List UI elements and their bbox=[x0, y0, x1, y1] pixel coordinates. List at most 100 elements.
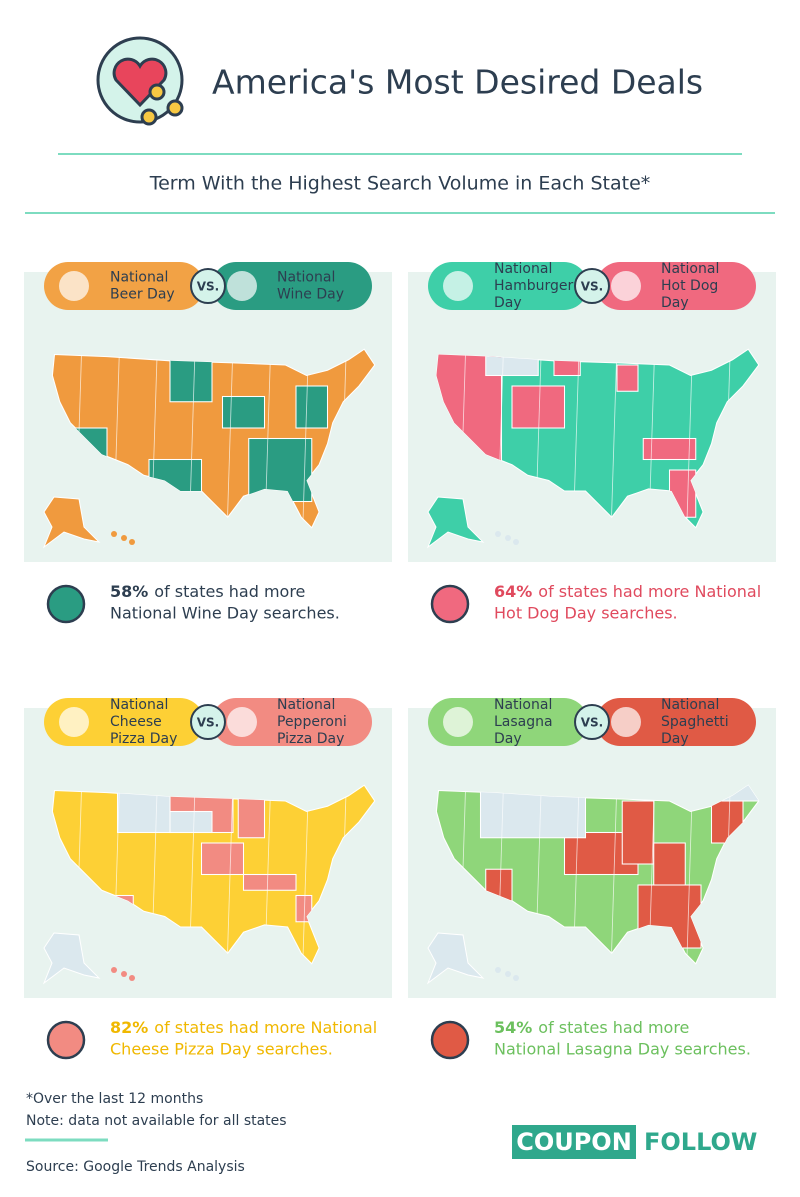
state-region bbox=[621, 800, 655, 865]
hawaii bbox=[111, 531, 117, 537]
stat-text: of states had more bbox=[154, 582, 305, 601]
state-region bbox=[295, 385, 329, 429]
map bbox=[435, 784, 760, 965]
state-region bbox=[169, 810, 213, 834]
vs-label: VS. bbox=[581, 716, 604, 730]
vs-badge bbox=[574, 704, 610, 740]
stat-text: of states had more bbox=[538, 1018, 689, 1037]
footnote: Note: data not available for all states bbox=[26, 1113, 287, 1129]
pill-icon bbox=[443, 271, 473, 301]
state-border bbox=[610, 349, 618, 528]
state-region bbox=[511, 385, 566, 429]
state-border bbox=[685, 785, 694, 964]
state-region bbox=[642, 437, 697, 461]
icon-shape bbox=[430, 584, 470, 624]
title: America's Most Desired Deals bbox=[212, 63, 703, 102]
header-icon bbox=[96, 36, 184, 126]
pill-left bbox=[428, 262, 588, 310]
pill-label: National bbox=[277, 697, 335, 713]
pill-label: National bbox=[110, 697, 168, 713]
pill-icon bbox=[227, 707, 257, 737]
hawaii bbox=[505, 535, 511, 541]
pill-label: National bbox=[494, 697, 552, 713]
state-region bbox=[242, 873, 297, 891]
alaska bbox=[426, 496, 485, 549]
pill-label: Pizza Day bbox=[277, 731, 344, 747]
stat-text: of states had more National bbox=[154, 1018, 377, 1037]
footnote: *Over the last 12 months bbox=[26, 1091, 203, 1107]
pill-label: Day bbox=[661, 295, 689, 311]
stat-percent: 58% bbox=[110, 582, 148, 601]
pill-label: National bbox=[661, 697, 719, 713]
hawaii bbox=[121, 535, 127, 541]
pill-label: Pizza Day bbox=[110, 731, 177, 747]
vs-label: VS. bbox=[197, 280, 220, 294]
stat-line: Hot Dog Day searches. bbox=[494, 604, 678, 623]
hawaii bbox=[513, 539, 519, 545]
pill-label: Day bbox=[494, 295, 522, 311]
hawaii bbox=[495, 967, 501, 973]
pill-label: Pepperoni bbox=[277, 714, 347, 730]
logo-right: FOLLOW bbox=[644, 1128, 757, 1156]
pill-icon bbox=[59, 707, 89, 737]
pill-label: Wine Day bbox=[277, 287, 344, 303]
pill-label: National bbox=[277, 270, 335, 286]
state-border bbox=[685, 349, 694, 528]
pill-label: Cheese bbox=[110, 714, 162, 730]
pill-label: Spaghetti bbox=[661, 714, 729, 730]
panel: NationalLasagnaDayNationalSpaghettiDayVS… bbox=[408, 697, 776, 998]
pill-icon bbox=[59, 271, 89, 301]
hawaii bbox=[121, 971, 127, 977]
state-region bbox=[200, 842, 245, 876]
alaska bbox=[42, 496, 101, 549]
logo-box bbox=[512, 1125, 636, 1159]
vs-label: VS. bbox=[581, 280, 604, 294]
hawaii bbox=[129, 975, 135, 981]
pill-label: Hamburger bbox=[494, 278, 574, 294]
state-border bbox=[301, 785, 310, 964]
stat-icon bbox=[46, 584, 86, 624]
hawaii bbox=[129, 539, 135, 545]
stat-icon bbox=[46, 1020, 86, 1060]
pill-icon bbox=[611, 271, 641, 301]
pill-icon bbox=[227, 271, 257, 301]
pill-label: National bbox=[110, 270, 168, 286]
hawaii bbox=[505, 971, 511, 977]
pill-right bbox=[212, 698, 372, 746]
pill-label: Beer Day bbox=[110, 287, 175, 303]
icon-shape bbox=[430, 1020, 470, 1060]
stat-percent: 64% bbox=[494, 582, 532, 601]
state-region bbox=[616, 364, 639, 392]
state-border bbox=[226, 785, 234, 964]
logo-left: COUPON bbox=[516, 1128, 632, 1156]
alaska bbox=[426, 932, 485, 985]
pill-right bbox=[212, 262, 372, 310]
hawaii bbox=[495, 531, 501, 537]
pill-icon bbox=[611, 707, 641, 737]
stat-line: National Wine Day searches. bbox=[110, 604, 340, 623]
vs-badge bbox=[574, 268, 610, 304]
hawaii bbox=[513, 975, 519, 981]
pill-left bbox=[44, 262, 204, 310]
vs-badge bbox=[190, 268, 226, 304]
pill-left bbox=[428, 698, 588, 746]
pill-label: National bbox=[494, 261, 552, 277]
pill-label: National bbox=[661, 261, 719, 277]
state-border bbox=[301, 349, 310, 528]
stat-line: 64% of states had more National bbox=[494, 582, 761, 601]
stat-line: 58% of states had more bbox=[110, 582, 305, 601]
stat-icon bbox=[430, 1020, 470, 1060]
pill-left bbox=[44, 698, 204, 746]
state-border bbox=[226, 349, 234, 528]
stat-percent: 82% bbox=[110, 1018, 148, 1037]
icon-shape bbox=[46, 1020, 86, 1060]
stat-icon bbox=[430, 584, 470, 624]
state-region bbox=[237, 795, 266, 839]
stat-line: 82% of states had more National bbox=[110, 1018, 377, 1037]
stat-percent: 54% bbox=[494, 1018, 532, 1037]
pill-right bbox=[596, 262, 756, 310]
